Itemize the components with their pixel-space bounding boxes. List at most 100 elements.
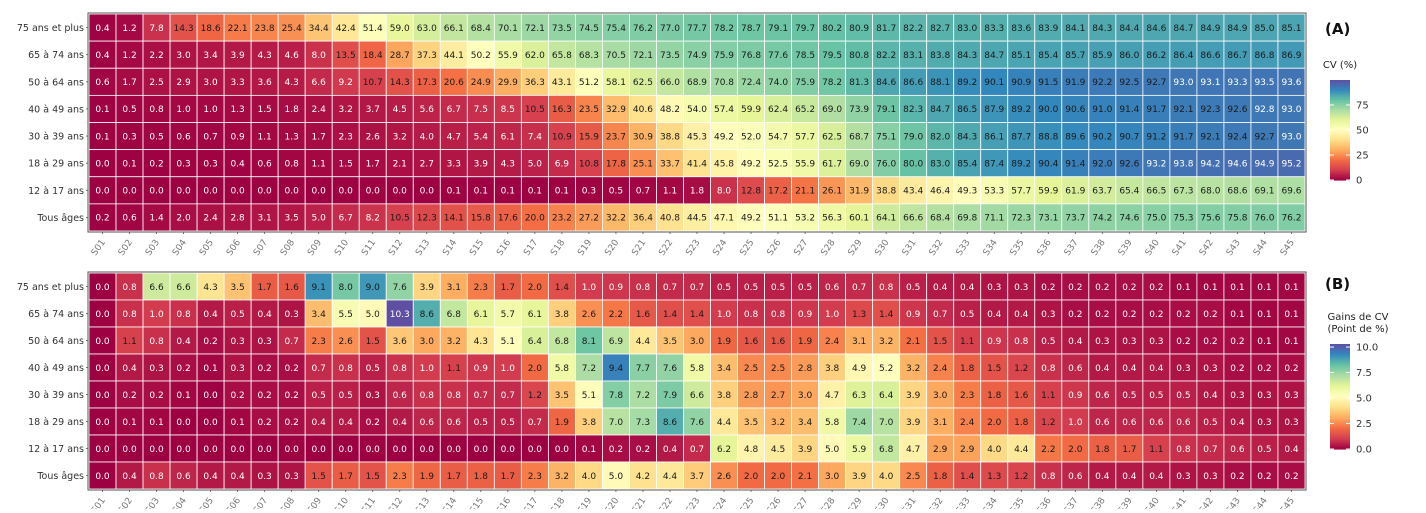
heatmap-cell bbox=[466, 40, 495, 69]
cell-value-label: 8.0 bbox=[717, 187, 732, 197]
heatmap-cell bbox=[737, 203, 765, 232]
heatmap-cell bbox=[385, 407, 414, 436]
cell-value-label: 2.2 bbox=[609, 310, 623, 320]
cell-value-label: 92.5 bbox=[1119, 78, 1139, 88]
cell-value-label: 0.3 bbox=[1014, 283, 1028, 293]
week-tick-label: S23 bbox=[684, 238, 702, 258]
heatmap-cell bbox=[385, 40, 414, 69]
legend-swatch bbox=[1330, 401, 1350, 405]
heatmap-cell bbox=[602, 407, 630, 436]
legend-tick-label: 2.5 bbox=[1356, 419, 1372, 430]
heatmap-cell bbox=[1250, 203, 1279, 232]
cell-value-label: 0.5 bbox=[1176, 391, 1190, 401]
cell-value-label: 3.5 bbox=[555, 391, 569, 401]
heatmap-cell bbox=[331, 149, 360, 178]
cell-value-label: 86.5 bbox=[957, 105, 977, 115]
heatmap-cell bbox=[358, 94, 387, 123]
cell-value-label: 0.0 bbox=[393, 445, 408, 455]
cell-value-label: 76.2 bbox=[1281, 214, 1301, 224]
cell-value-label: 0.4 bbox=[1095, 472, 1110, 482]
heatmap-cell bbox=[737, 149, 765, 178]
cell-value-label: 45.3 bbox=[687, 132, 707, 142]
heatmap-cell bbox=[683, 353, 711, 382]
heatmap-cell bbox=[656, 434, 684, 463]
cell-value-label: 93.0 bbox=[1173, 78, 1193, 88]
heatmap-cell bbox=[385, 299, 414, 328]
cell-value-label: 32.2 bbox=[606, 214, 626, 224]
heatmap-cell bbox=[412, 203, 441, 232]
week-tick-label: S05 bbox=[198, 238, 216, 258]
cell-value-label: 74.9 bbox=[687, 51, 707, 61]
cell-value-label: 3.9 bbox=[852, 472, 867, 482]
heatmap-cell bbox=[980, 407, 1009, 436]
cell-value-label: 3.2 bbox=[393, 132, 407, 142]
cell-value-label: 0.3 bbox=[176, 159, 190, 169]
cell-value-label: 0.5 bbox=[1257, 445, 1271, 455]
cell-value-label: 2.3 bbox=[312, 337, 326, 347]
heatmap-cell bbox=[980, 94, 1009, 123]
cell-value-label: 74.0 bbox=[768, 78, 788, 88]
legend-swatch bbox=[1330, 433, 1350, 436]
heatmap-cell bbox=[1277, 122, 1306, 151]
cell-value-label: 68.3 bbox=[579, 51, 599, 61]
cell-value-label: 3.1 bbox=[933, 418, 947, 428]
cell-value-label: 0.1 bbox=[176, 391, 190, 401]
legend-tick-label: 25 bbox=[1356, 151, 1369, 162]
week-tick-label: S25 bbox=[738, 238, 756, 258]
heatmap-cell bbox=[845, 434, 874, 463]
cell-value-label: 57.4 bbox=[714, 105, 734, 115]
cell-value-label: 7.8 bbox=[609, 391, 624, 401]
cell-value-label: 1.7 bbox=[312, 132, 326, 142]
heatmap-cell bbox=[575, 461, 603, 490]
heatmap-cell bbox=[710, 407, 738, 436]
heatmap-cell bbox=[764, 434, 792, 463]
cell-value-label: 0.7 bbox=[933, 310, 947, 320]
heatmap-cell bbox=[493, 203, 522, 232]
row-label: 30 à 39 ans bbox=[28, 390, 84, 401]
heatmap-cell bbox=[412, 272, 441, 301]
cell-value-label: 82.3 bbox=[903, 105, 923, 115]
cell-value-label: 0.6 bbox=[825, 283, 840, 293]
cell-value-label: 14.3 bbox=[174, 24, 194, 34]
cell-value-label: 0.2 bbox=[1284, 364, 1298, 374]
heatmap-cell bbox=[1223, 299, 1252, 328]
cell-value-label: 3.0 bbox=[933, 391, 948, 401]
heatmap-cell bbox=[1277, 380, 1306, 409]
heatmap-cell bbox=[791, 67, 819, 96]
heatmap-cell bbox=[1115, 299, 1144, 328]
legend-swatch bbox=[1330, 120, 1350, 123]
cell-value-label: 65.2 bbox=[795, 105, 815, 115]
heatmap-cell bbox=[575, 299, 603, 328]
cell-value-label: 83.1 bbox=[903, 51, 923, 61]
cell-value-label: 0.4 bbox=[1149, 364, 1164, 374]
cell-value-label: 53.3 bbox=[984, 187, 1004, 197]
heatmap-cell bbox=[223, 380, 252, 409]
legend-swatch bbox=[1330, 116, 1350, 119]
heatmap-cell bbox=[115, 461, 144, 490]
heatmap-cell bbox=[250, 326, 279, 355]
heatmap-cell bbox=[223, 299, 252, 328]
heatmap-cell bbox=[980, 434, 1009, 463]
heatmap-cell bbox=[845, 67, 874, 96]
legend-swatch bbox=[1330, 118, 1350, 121]
legend-swatch bbox=[1330, 415, 1350, 419]
legend-swatch bbox=[1330, 387, 1350, 391]
cell-value-label: 0.1 bbox=[1257, 310, 1271, 320]
cell-value-label: 3.1 bbox=[447, 283, 461, 293]
week-tick-label: S45 bbox=[1279, 496, 1297, 509]
cell-value-label: 69.1 bbox=[1254, 187, 1274, 197]
cell-value-label: 5.0 bbox=[825, 445, 840, 455]
cell-value-label: 0.2 bbox=[1230, 337, 1244, 347]
cell-value-label: 87.9 bbox=[984, 105, 1004, 115]
cell-value-label: 85.9 bbox=[1092, 51, 1112, 61]
cell-value-label: 36.4 bbox=[633, 214, 653, 224]
week-tick-label: S33 bbox=[955, 238, 973, 258]
legend-swatch bbox=[1330, 156, 1350, 159]
week-tick-label: S21 bbox=[630, 496, 648, 509]
week-tick-label: S08 bbox=[279, 238, 297, 258]
heatmap-cell bbox=[710, 461, 738, 490]
heatmap-cell bbox=[466, 434, 495, 463]
heatmap-cell bbox=[1169, 13, 1198, 42]
cell-value-label: 1.7 bbox=[339, 472, 353, 482]
